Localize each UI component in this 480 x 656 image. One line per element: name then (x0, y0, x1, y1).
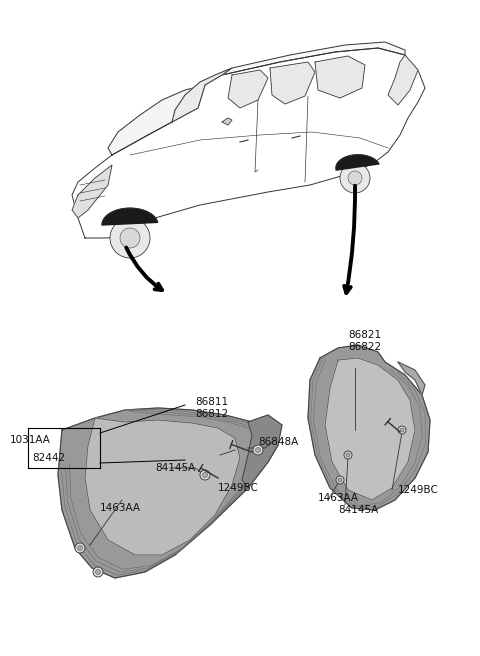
Circle shape (96, 569, 100, 575)
Circle shape (77, 546, 83, 550)
Polygon shape (228, 70, 268, 108)
Polygon shape (325, 358, 415, 500)
Text: 1031AA: 1031AA (10, 435, 51, 445)
Circle shape (340, 163, 370, 193)
Polygon shape (72, 165, 112, 218)
Circle shape (344, 451, 352, 459)
Circle shape (203, 472, 207, 478)
Circle shape (398, 426, 406, 434)
Polygon shape (58, 408, 278, 578)
Text: 1249BC: 1249BC (398, 485, 439, 495)
Circle shape (110, 218, 150, 258)
Text: 1463AA: 1463AA (100, 503, 141, 513)
Polygon shape (270, 62, 315, 104)
Circle shape (348, 171, 362, 185)
Polygon shape (108, 85, 205, 155)
Text: 86821: 86821 (348, 330, 381, 340)
Circle shape (336, 476, 344, 484)
Circle shape (400, 428, 404, 432)
Polygon shape (222, 42, 405, 75)
Circle shape (120, 228, 140, 248)
Text: 84145A: 84145A (155, 463, 195, 473)
Text: 86812: 86812 (195, 409, 228, 419)
Polygon shape (336, 155, 379, 170)
Polygon shape (398, 362, 425, 395)
Circle shape (346, 453, 350, 457)
Circle shape (255, 447, 261, 453)
Polygon shape (388, 55, 418, 105)
Text: 84145A: 84145A (338, 505, 378, 515)
Circle shape (200, 470, 210, 480)
Text: 86822: 86822 (348, 342, 381, 352)
Polygon shape (85, 418, 240, 555)
Circle shape (75, 543, 85, 553)
Polygon shape (102, 208, 157, 225)
Text: 86811: 86811 (195, 397, 228, 407)
Text: 82442: 82442 (32, 453, 65, 463)
Polygon shape (242, 415, 282, 488)
Text: 86848A: 86848A (258, 437, 298, 447)
Circle shape (338, 478, 342, 482)
Polygon shape (315, 56, 365, 98)
Circle shape (93, 567, 103, 577)
Circle shape (253, 445, 263, 455)
Text: 1463AA: 1463AA (318, 493, 359, 503)
Polygon shape (172, 68, 232, 122)
Text: 1249BC: 1249BC (218, 483, 259, 493)
Polygon shape (222, 118, 232, 125)
Polygon shape (308, 345, 430, 510)
